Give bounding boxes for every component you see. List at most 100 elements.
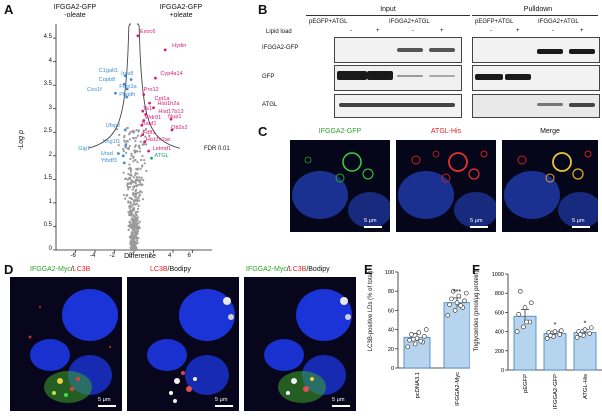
d-label-1a: IFGGA2-Myc [30, 266, 71, 273]
volcano-point [135, 198, 138, 201]
data-point [456, 293, 462, 299]
c-label-ifgga2-gfp: IFGGA2-GFP [318, 128, 362, 135]
hit-point-right [150, 156, 153, 160]
volcano-point [134, 230, 137, 233]
lipid-sign: - [552, 28, 554, 34]
fdr-threshold-curves [88, 23, 180, 149]
volcano-point [135, 188, 138, 191]
y-tick-label: 0 [391, 366, 394, 372]
panel-label-d: D [4, 262, 14, 277]
data-point [423, 327, 429, 332]
blot-input-gfp [334, 65, 462, 91]
volcano-point [126, 185, 129, 188]
d-label-2: LC3B/Bodipy [150, 266, 191, 273]
volcano-point [130, 181, 133, 184]
scale-bar [470, 226, 488, 228]
band [537, 103, 563, 106]
hit-point-left [114, 91, 117, 95]
volcano-point [133, 207, 136, 210]
volcano-xlabel: Difference [124, 253, 156, 260]
volcano-point [141, 198, 145, 201]
data-point [521, 324, 526, 330]
volcano-point [131, 216, 134, 219]
volcano-point [133, 200, 136, 203]
volcano-point [134, 227, 137, 230]
data-point [514, 329, 520, 334]
volcano-point [130, 179, 133, 182]
gene-label-left: Kng1f1 [102, 138, 121, 145]
row-label-gfp: GFP [262, 74, 275, 80]
volcano-point [122, 171, 125, 174]
volcano-point [127, 224, 130, 227]
gene-label-left: Ufsp2 [105, 122, 121, 129]
hit-point-right [143, 140, 147, 144]
volcano-point [130, 210, 133, 213]
lipid-sign: - [350, 28, 352, 34]
volcano-point [135, 224, 138, 227]
volcano-point [131, 204, 134, 207]
gene-label-left: Fam3a [119, 83, 137, 90]
data-point [552, 329, 558, 334]
volcano-point [129, 201, 132, 204]
volcano-point [134, 180, 137, 183]
x-category-label: pEGFP [523, 374, 529, 393]
volcano-point [134, 193, 137, 196]
y-tick-label: 60 [388, 308, 394, 314]
data-point [547, 333, 553, 338]
x-tick-label: -6 [70, 253, 76, 259]
volcano-point [139, 167, 142, 170]
scale-text: 5 μm [572, 218, 585, 224]
x-tick-label: -4 [90, 253, 96, 259]
volcano-point [132, 193, 135, 196]
volcano-point [124, 146, 127, 149]
volcano-point [139, 178, 142, 181]
fdr-curve-right [136, 23, 180, 149]
data-point [445, 312, 451, 318]
volcano-point [122, 148, 125, 151]
volcano-point [135, 237, 138, 240]
volcano-point [135, 214, 138, 217]
volcano-point [133, 236, 136, 239]
volcano-point [137, 222, 140, 225]
chart-f: 0 200 400 600 800 1000 pEGFP * IFGGA2-GFP * ATGL-H… [492, 272, 602, 409]
y-tick-label: 100 [385, 270, 394, 276]
gene-label-left: Ythdf3 [100, 157, 117, 164]
band [367, 71, 393, 80]
volcano-point [135, 129, 138, 132]
gene-label-right: Wdr91 [144, 115, 162, 122]
gene-label-right: Pro12 [143, 86, 159, 93]
gene-label-right: Letmd1 [152, 146, 172, 153]
volcano-point [136, 178, 139, 181]
y-tick-label: 2.5 [43, 128, 52, 135]
y-tick-label: 1.5 [43, 175, 52, 182]
hit-point-left [124, 144, 128, 147]
volcano-point [134, 151, 137, 154]
row-label-atgl: ATGL [262, 102, 278, 108]
lipid-sign: + [440, 28, 444, 34]
y-tick-label: 0 [48, 246, 52, 252]
volcano-point [140, 176, 143, 179]
d-label-3c: LC3B [288, 266, 307, 273]
volcano-point [137, 196, 140, 199]
hit-point-right [142, 119, 146, 122]
d-label-2b: /Bodipy [167, 266, 191, 273]
volcano-point [135, 195, 138, 198]
gene-label-right: Tk1 [142, 105, 153, 112]
data-point [462, 298, 467, 304]
scale-bar [332, 405, 350, 407]
data-point [416, 330, 422, 335]
significance-mark: * [584, 321, 587, 328]
volcano-point [127, 201, 130, 204]
gene-label-left: Urad [100, 150, 113, 157]
volcano-point [127, 211, 130, 214]
volcano-plot [53, 23, 212, 253]
y-tick-label: 3 [48, 104, 52, 111]
d-image-2-art [147, 289, 235, 403]
band [537, 49, 563, 54]
volcano-point [137, 134, 140, 137]
volcano-point [129, 173, 132, 176]
data-point [522, 305, 528, 310]
volcano-point [124, 177, 127, 181]
blot-input-atgl [334, 94, 462, 118]
volcano-point [139, 134, 143, 138]
